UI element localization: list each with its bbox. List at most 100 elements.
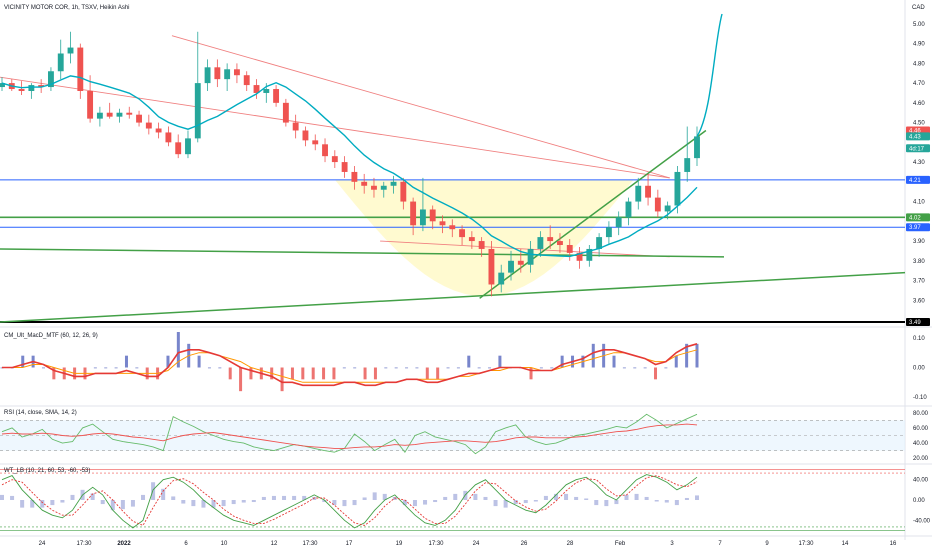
candle-body <box>664 205 671 212</box>
macd-histogram-bar <box>218 367 222 369</box>
wt-diff-bar <box>201 500 206 508</box>
candle-body <box>361 181 368 186</box>
candle-body <box>390 181 397 186</box>
macd-histogram-bar <box>446 367 450 369</box>
candle-body <box>331 156 338 163</box>
time-tick-label: 17:30 <box>428 541 444 547</box>
candle-body <box>116 112 123 117</box>
main-pane[interactable] <box>0 13 906 323</box>
wt-diff-bar <box>644 496 649 500</box>
macd-histogram-bar <box>322 367 326 380</box>
candle-body <box>488 248 495 285</box>
price-tick-label: 5.00 <box>913 22 925 28</box>
trend-line <box>0 248 725 258</box>
wt-diff-bar <box>362 497 367 500</box>
wt-diff-bar <box>695 495 699 500</box>
macd-histogram-bar <box>529 367 533 380</box>
candle-body <box>204 67 211 84</box>
wt-diff-bar <box>513 500 518 505</box>
macd-histogram-bar <box>643 367 647 369</box>
candle-body <box>18 89 25 91</box>
candle-body <box>596 237 603 249</box>
wt-diff-bar <box>261 496 266 500</box>
candle-body <box>635 185 642 202</box>
wt-diff-bar <box>453 493 458 500</box>
macd-histogram-bar <box>239 367 243 392</box>
macd-indicator-title: CM_Ult_MacD_MTF (60, 12, 26, 9) <box>4 333 98 339</box>
wt-diff-bar <box>271 495 276 500</box>
currency-label: CAD <box>912 5 925 11</box>
wt-diff-bar <box>473 493 478 500</box>
candle-body <box>48 71 54 88</box>
price-label-text: 3.49 <box>909 320 921 326</box>
candle-body <box>674 171 681 206</box>
wt-diff-bar <box>412 500 417 507</box>
macd-histogram-bar <box>498 355 502 368</box>
macd-histogram-bar <box>249 367 253 380</box>
candle-body <box>459 229 466 238</box>
macd-tick-label: 0.10 <box>913 336 925 342</box>
macd-histogram-bar <box>280 367 284 392</box>
price-label-tag <box>906 175 930 184</box>
wt-diff-bar <box>423 500 428 505</box>
wt-diff-bar <box>282 495 287 500</box>
price-label-tag <box>906 213 930 222</box>
macd-histogram-bar <box>612 355 616 368</box>
price-tick-label: 4.70 <box>913 81 925 87</box>
time-tick-label: Feb <box>615 541 626 547</box>
macd-histogram-bar <box>436 367 440 380</box>
wt-diff-bar <box>241 500 246 503</box>
wt-diff-bar <box>211 500 216 508</box>
macd-histogram-bar <box>207 367 211 369</box>
candle-body <box>615 217 622 228</box>
price-label-tag <box>906 144 930 153</box>
price-label-text: 3.97 <box>909 225 921 231</box>
candle-body <box>145 122 152 129</box>
macd-histogram-bar <box>176 332 180 368</box>
wt-tick-label: 40.00 <box>913 478 929 484</box>
macd-tick-label: 0.00 <box>913 366 925 372</box>
candle-body <box>243 75 250 86</box>
macd-histogram-bar <box>52 367 56 380</box>
price-tick-label: 3.60 <box>913 298 925 304</box>
wt-diff-bar <box>171 496 176 500</box>
wt-diff-bar <box>654 500 659 502</box>
candle-body <box>400 181 407 202</box>
macd-histogram-bar <box>685 343 689 368</box>
wt-diff-bar <box>90 493 95 500</box>
wt-diff-bar <box>20 500 25 508</box>
wt-diff-bar <box>100 500 105 505</box>
rsi-tick-label: 20.00 <box>913 456 929 462</box>
wt-diff-bar <box>503 500 508 508</box>
candle-body <box>233 69 240 76</box>
rsi-pane[interactable] <box>0 413 905 455</box>
wt-pane[interactable] <box>0 469 905 531</box>
candle-body <box>508 260 514 273</box>
candle-body <box>96 112 103 119</box>
wt-diff-bar <box>684 497 689 500</box>
time-tick-label: 6 <box>184 541 188 547</box>
macd-histogram-bar <box>373 367 377 380</box>
price-label-text: 4d:17 <box>909 146 925 152</box>
candle-body <box>439 221 446 226</box>
macd-histogram-bar <box>456 367 460 369</box>
candle-body <box>126 112 133 115</box>
candle-body <box>654 197 661 212</box>
wt-diff-bar <box>493 500 498 507</box>
price-tick-label: 4.60 <box>913 101 925 107</box>
wt-diff-bar <box>372 492 377 500</box>
wt-diff-bar <box>543 495 548 500</box>
time-tick-label: 24 <box>473 541 480 547</box>
candle-body <box>517 260 524 265</box>
wt-diff-bar <box>161 488 166 500</box>
macd-line <box>2 343 698 387</box>
macd-histogram-bar <box>166 355 170 368</box>
candle-body <box>312 140 319 145</box>
price-label-tag <box>906 223 930 232</box>
candle-body <box>498 272 505 285</box>
macd-pane[interactable] <box>0 332 699 392</box>
wt-diff-bar <box>604 500 609 507</box>
axes: 5.00 4.90 4.80 4.70 4.60 4.50 4.30 4.10 3.90 3.80… <box>39 22 931 547</box>
